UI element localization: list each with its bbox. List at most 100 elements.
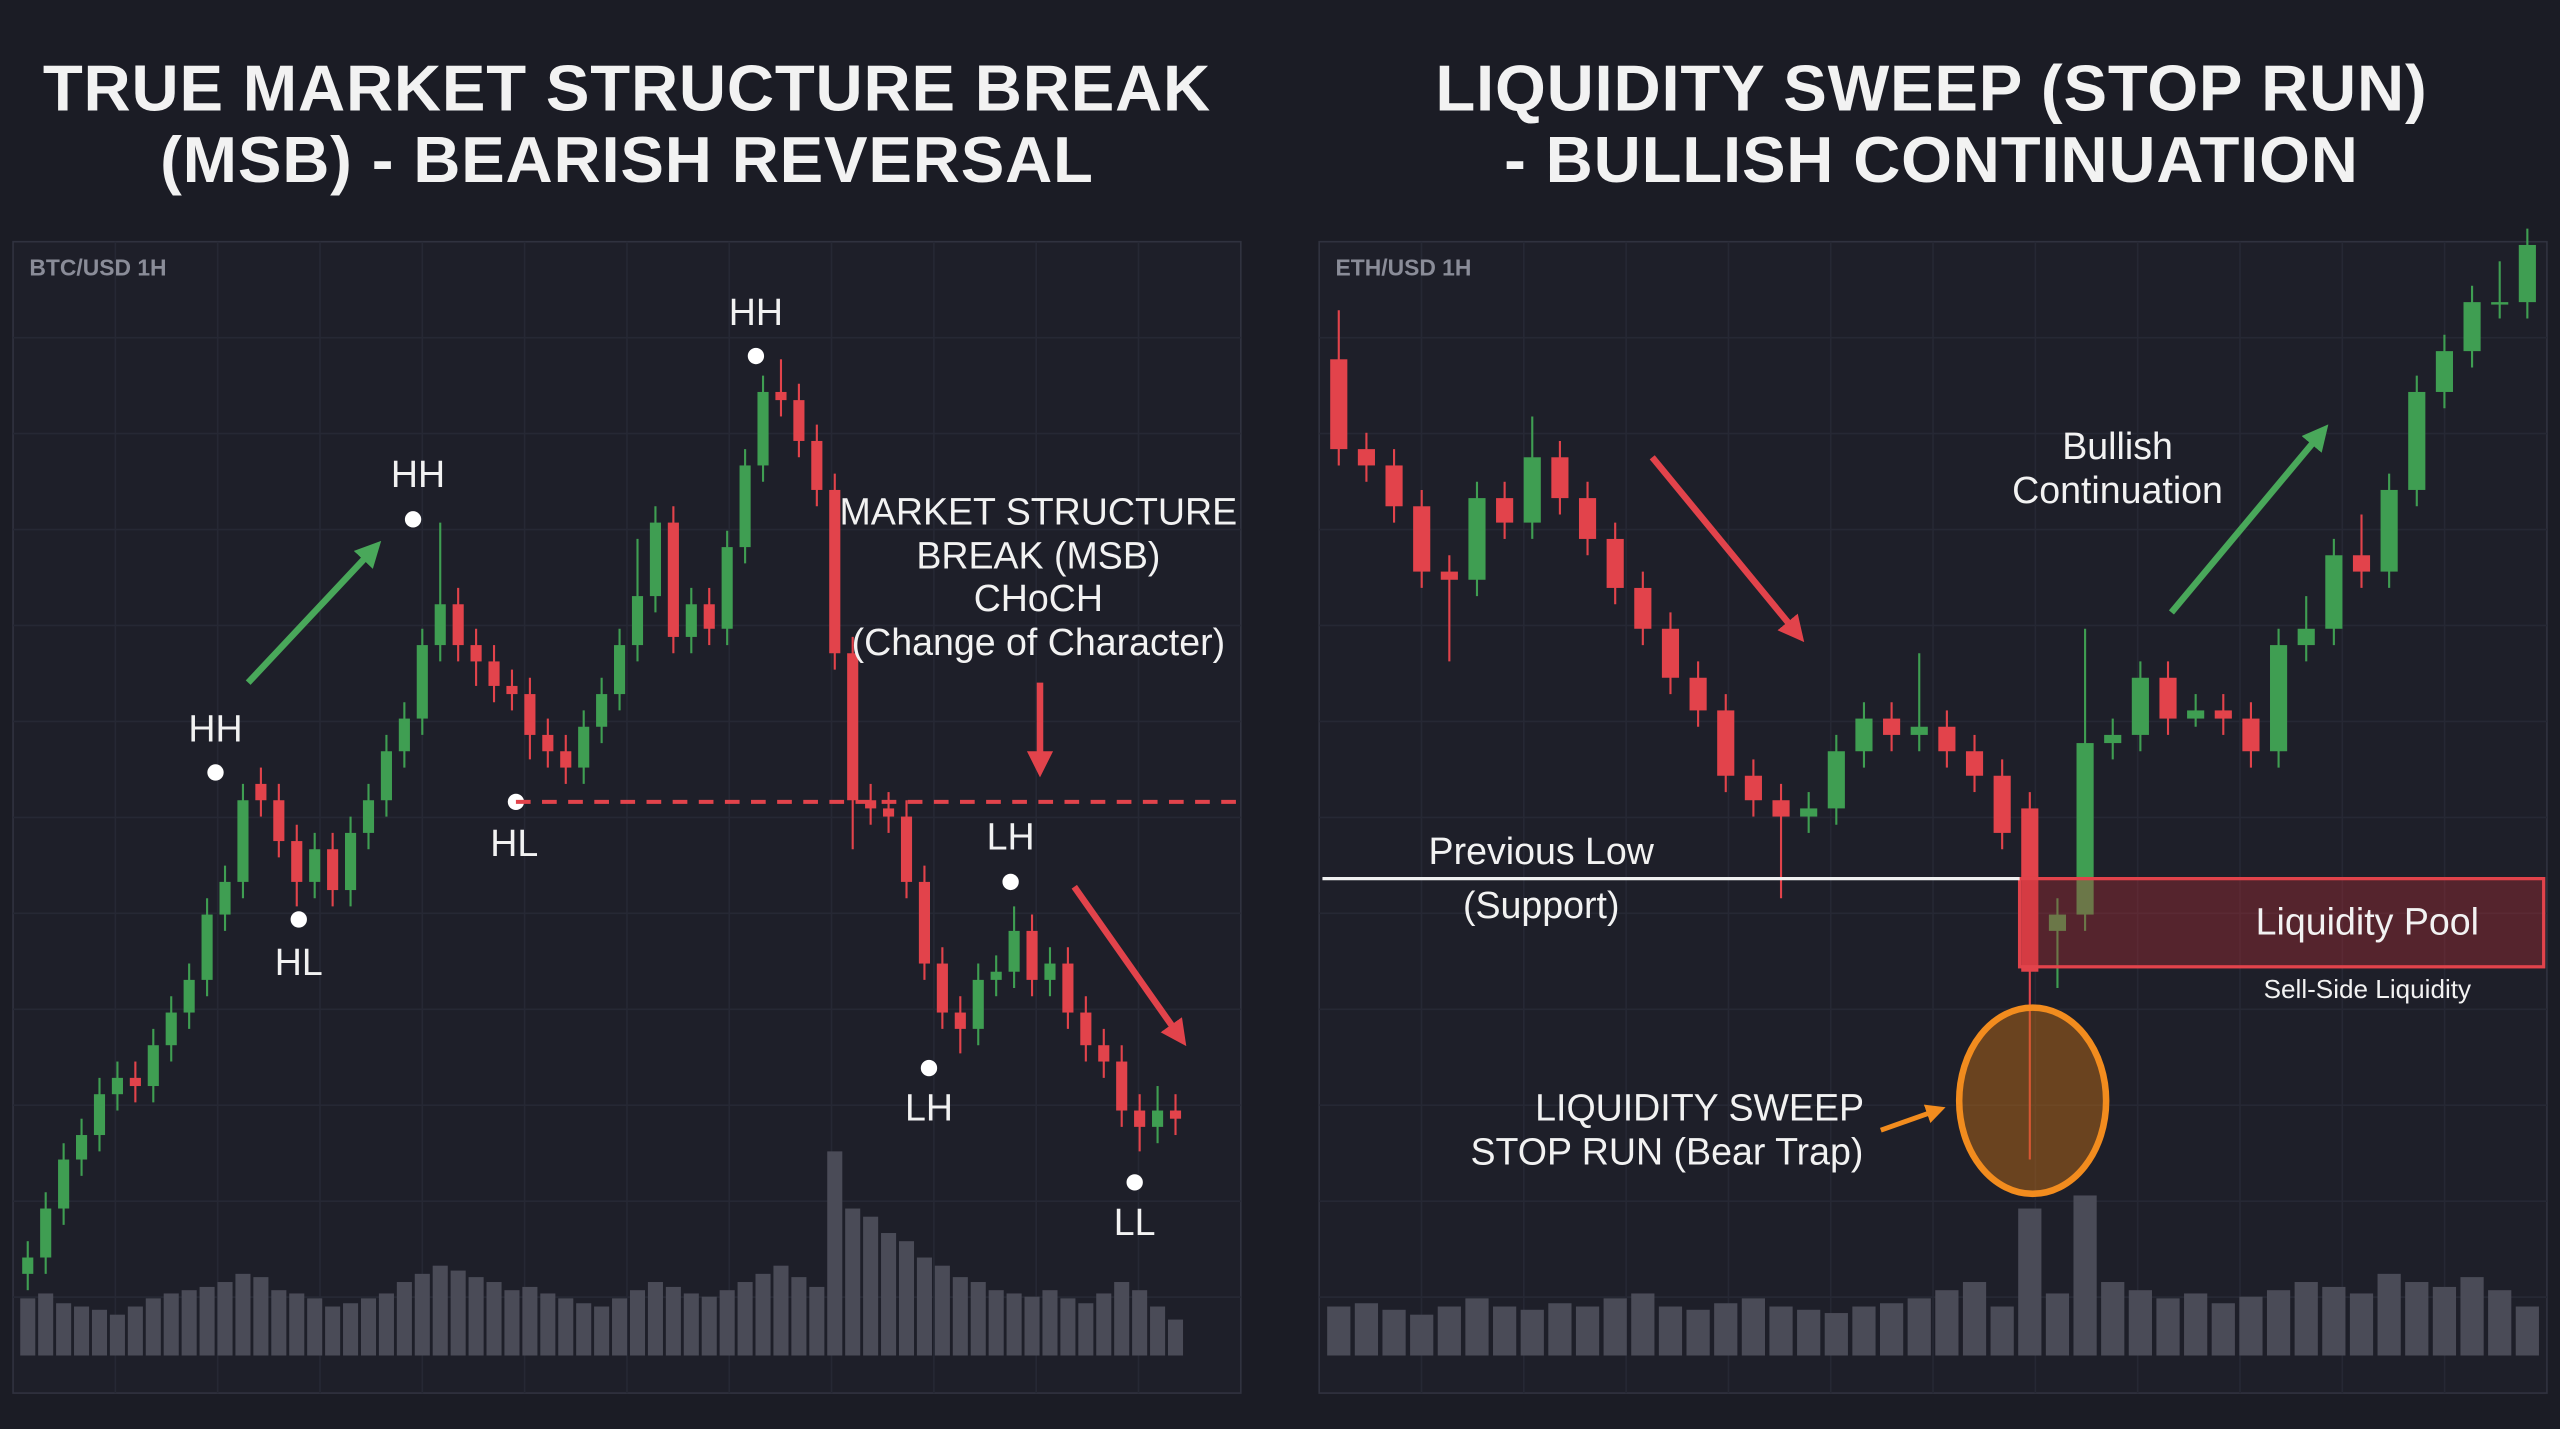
annotation: Sell-Side Liquidity [2264, 974, 2472, 1004]
volume-bar [271, 1290, 287, 1356]
symbol-label: BTC/USD 1H [29, 254, 166, 280]
volume-bar [1167, 1319, 1184, 1356]
candle-body [1152, 1110, 1164, 1127]
candle-body [1938, 726, 1956, 752]
annotation: CHoCH [974, 577, 1103, 619]
volume-bar [719, 1290, 735, 1356]
volume-bar [845, 1208, 861, 1356]
chart-title: - BULLISH CONTINUATION [1504, 123, 2359, 196]
annotation: BREAK (MSB) [916, 534, 1160, 576]
candle-body [829, 489, 841, 654]
candle-body [2380, 489, 2398, 572]
swing-point [290, 911, 307, 928]
candle-body [40, 1208, 52, 1258]
volume-bar [1465, 1298, 1489, 1356]
volume-bar [1548, 1303, 1572, 1356]
candle-body [2159, 677, 2177, 719]
swing-point [1002, 873, 1019, 891]
volume-bar [683, 1293, 699, 1356]
candle-body [2187, 710, 2205, 719]
candle-body [75, 1135, 88, 1160]
candle-body [1169, 1110, 1182, 1119]
candle-body [1385, 465, 1403, 507]
arrow [245, 540, 382, 685]
candle-body [273, 800, 285, 842]
volume-bar [1132, 1290, 1148, 1356]
volume-bar [576, 1303, 592, 1356]
volume-bar [378, 1293, 394, 1356]
candle-body [488, 661, 500, 686]
candle-body [542, 734, 554, 752]
swing-label: HH [391, 453, 445, 495]
arrow [1071, 884, 1187, 1047]
volume-bar [74, 1306, 90, 1356]
candle-body [936, 963, 948, 1013]
candle-body [1744, 775, 1762, 801]
candle-body [165, 1012, 177, 1046]
candle-body [1496, 498, 1514, 523]
swing-point [507, 793, 525, 811]
candle-body [2048, 914, 2067, 931]
volume-bar [1575, 1306, 1600, 1356]
candle-body [1008, 930, 1020, 972]
candle-body [649, 522, 661, 597]
candle-body [2325, 555, 2343, 629]
candle-body [1717, 710, 1735, 776]
swing-point [404, 511, 422, 528]
volume-bar [2322, 1286, 2346, 1356]
volume-bar [145, 1298, 161, 1356]
swing-label: HL [275, 941, 323, 983]
candle-body [703, 604, 715, 629]
candle-body [596, 694, 608, 727]
candle-body [362, 800, 375, 833]
candle-body [631, 596, 644, 646]
volume-bar [1603, 1298, 1627, 1356]
swing-point [1126, 1174, 1143, 1191]
volume-bar [540, 1293, 556, 1356]
swing-label: LL [1114, 1201, 1156, 1243]
volume-bar [612, 1298, 628, 1356]
chart-title: LIQUIDITY SWEEP (STOP RUN) [1435, 51, 2427, 124]
candle-body [1080, 1012, 1092, 1046]
candle-body [1357, 449, 1375, 466]
arrow [1880, 1104, 1946, 1133]
candle-body [918, 881, 930, 964]
candle-body [1523, 457, 1541, 523]
volume-bar [235, 1273, 251, 1356]
candle-body [775, 391, 787, 401]
swing-label: HH [729, 291, 783, 333]
candle-body [255, 783, 267, 801]
annotation: Continuation [2012, 469, 2223, 511]
volume-bar [809, 1286, 825, 1356]
candle-body [291, 841, 303, 882]
volume-bar [1631, 1293, 1655, 1356]
volume-bar [1096, 1293, 1112, 1356]
candle-body [58, 1159, 70, 1209]
volume-bar [647, 1282, 663, 1356]
volume-bar [2101, 1282, 2125, 1356]
volume-bar [1714, 1303, 1738, 1356]
candle-body [1026, 930, 1038, 980]
symbol-label: ETH/USD 1H [1336, 254, 1472, 280]
candle-body [865, 800, 877, 809]
candle-body [1044, 963, 1056, 980]
candle-body [793, 400, 805, 441]
annotation: Liquidity Pool [2256, 900, 2479, 942]
candle-body [398, 718, 410, 752]
right-chart: LIQUIDITY SWEEP (STOP RUN)- BULLISH CONT… [1319, 51, 2547, 1394]
volume-bar [1879, 1303, 1904, 1356]
volume-bar [1741, 1298, 1766, 1356]
volume-bar [2432, 1286, 2457, 1356]
candle-body [972, 979, 984, 1029]
volume-bar [791, 1277, 807, 1356]
volume-bar [1962, 1282, 1987, 1356]
candle-body [2352, 555, 2371, 572]
candle-body [1098, 1045, 1110, 1062]
candle-body [309, 849, 321, 882]
annotation: LIQUIDITY SWEEP [1535, 1086, 1864, 1128]
volume-bar [2184, 1293, 2208, 1356]
volume-bar [629, 1290, 646, 1356]
candle-body [237, 800, 249, 882]
swing-point [207, 764, 224, 781]
